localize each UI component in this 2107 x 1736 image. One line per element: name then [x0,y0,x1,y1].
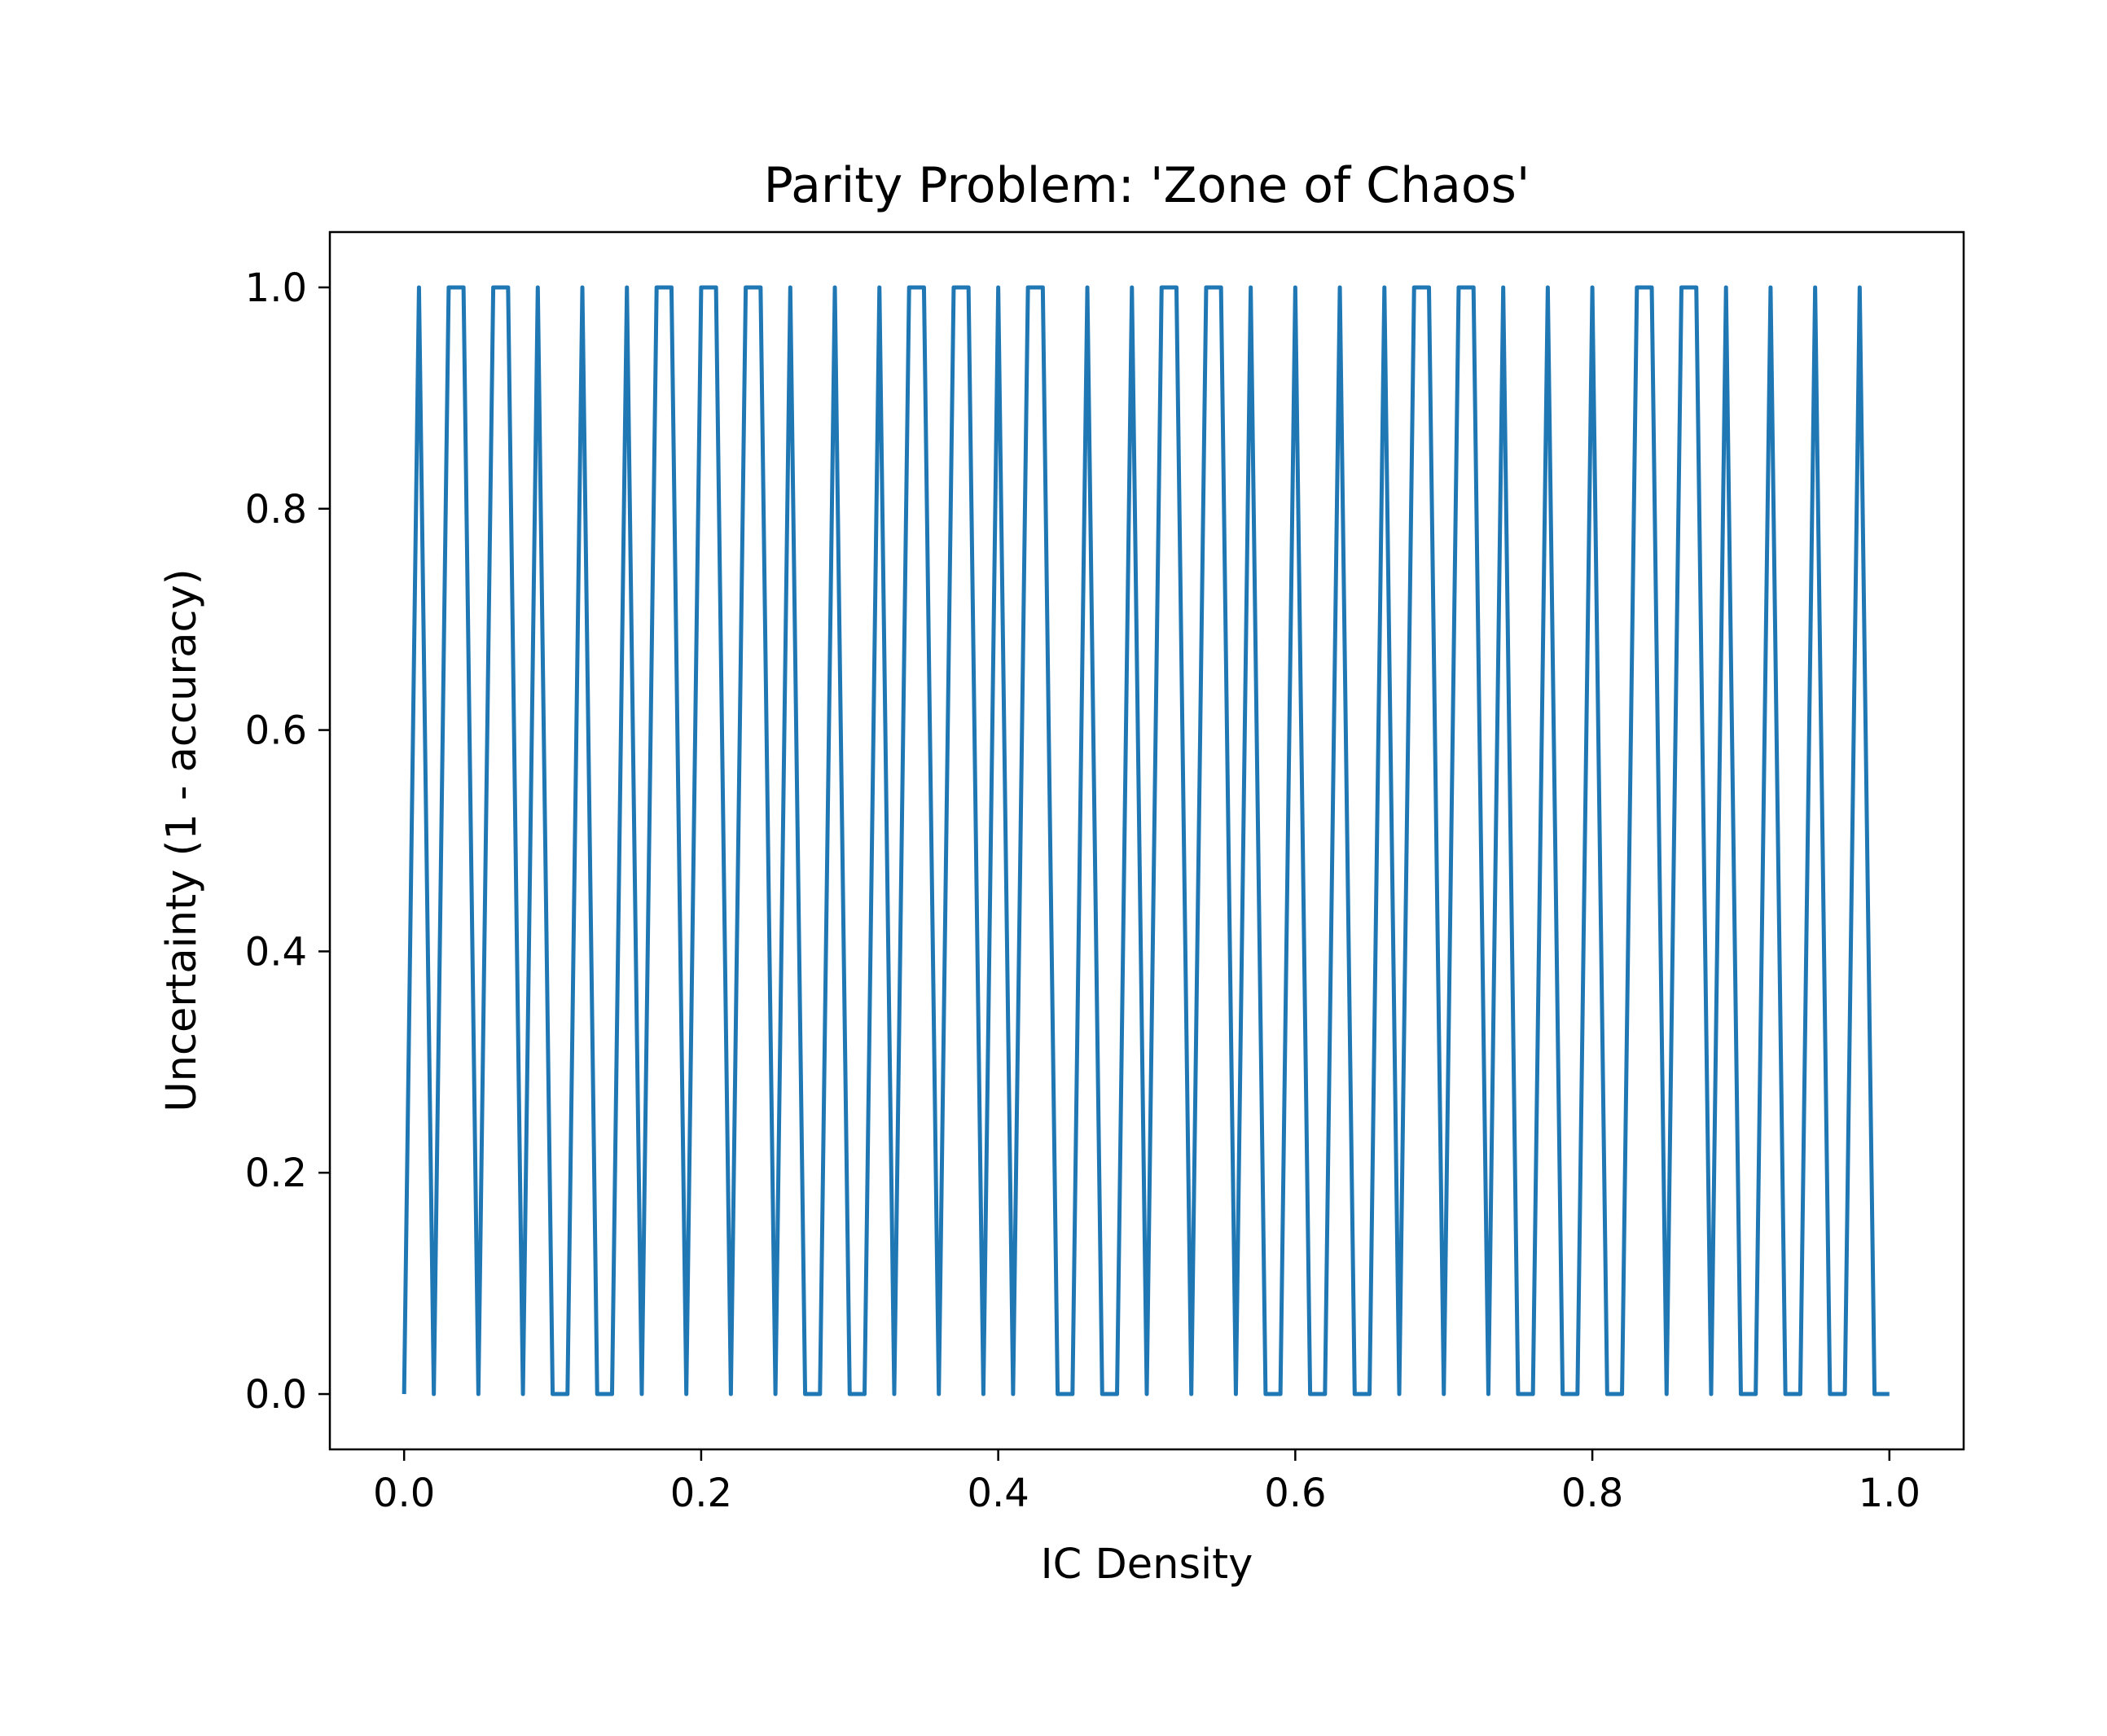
x-axis-label: IC Density [1041,1541,1253,1589]
y-tick-label: 0.6 [245,708,307,754]
x-tick-label: 0.4 [967,1471,1029,1516]
series-layer [402,285,1890,1396]
x-tick-label: 0.6 [1264,1471,1326,1516]
y-tick-label: 1.0 [245,265,307,311]
y-tick-label: 0.2 [245,1151,307,1196]
y-axis-label: Uncertainty (1 - accuracy) [158,568,206,1111]
chart-title: Parity Problem: 'Zone of Chaos' [764,157,1530,214]
y-tick-label: 0.8 [245,487,307,533]
x-tick-label: 1.0 [1859,1471,1920,1516]
y-tick-label: 0.0 [245,1372,307,1418]
x-tick-label: 0.0 [373,1471,435,1516]
y-tick-label: 0.4 [245,929,307,975]
plot-area [328,230,1965,1451]
x-tick-label: 0.8 [1561,1471,1623,1516]
x-tick-label: 0.2 [670,1471,732,1516]
x-axis: 0.0 0.2 0.4 0.6 0.8 1.0 [373,1449,1920,1516]
series-line-0 [402,285,1890,1396]
axes-frame [328,230,1965,1451]
y-axis: 0.0 0.2 0.4 0.6 0.8 1.0 [245,265,330,1418]
